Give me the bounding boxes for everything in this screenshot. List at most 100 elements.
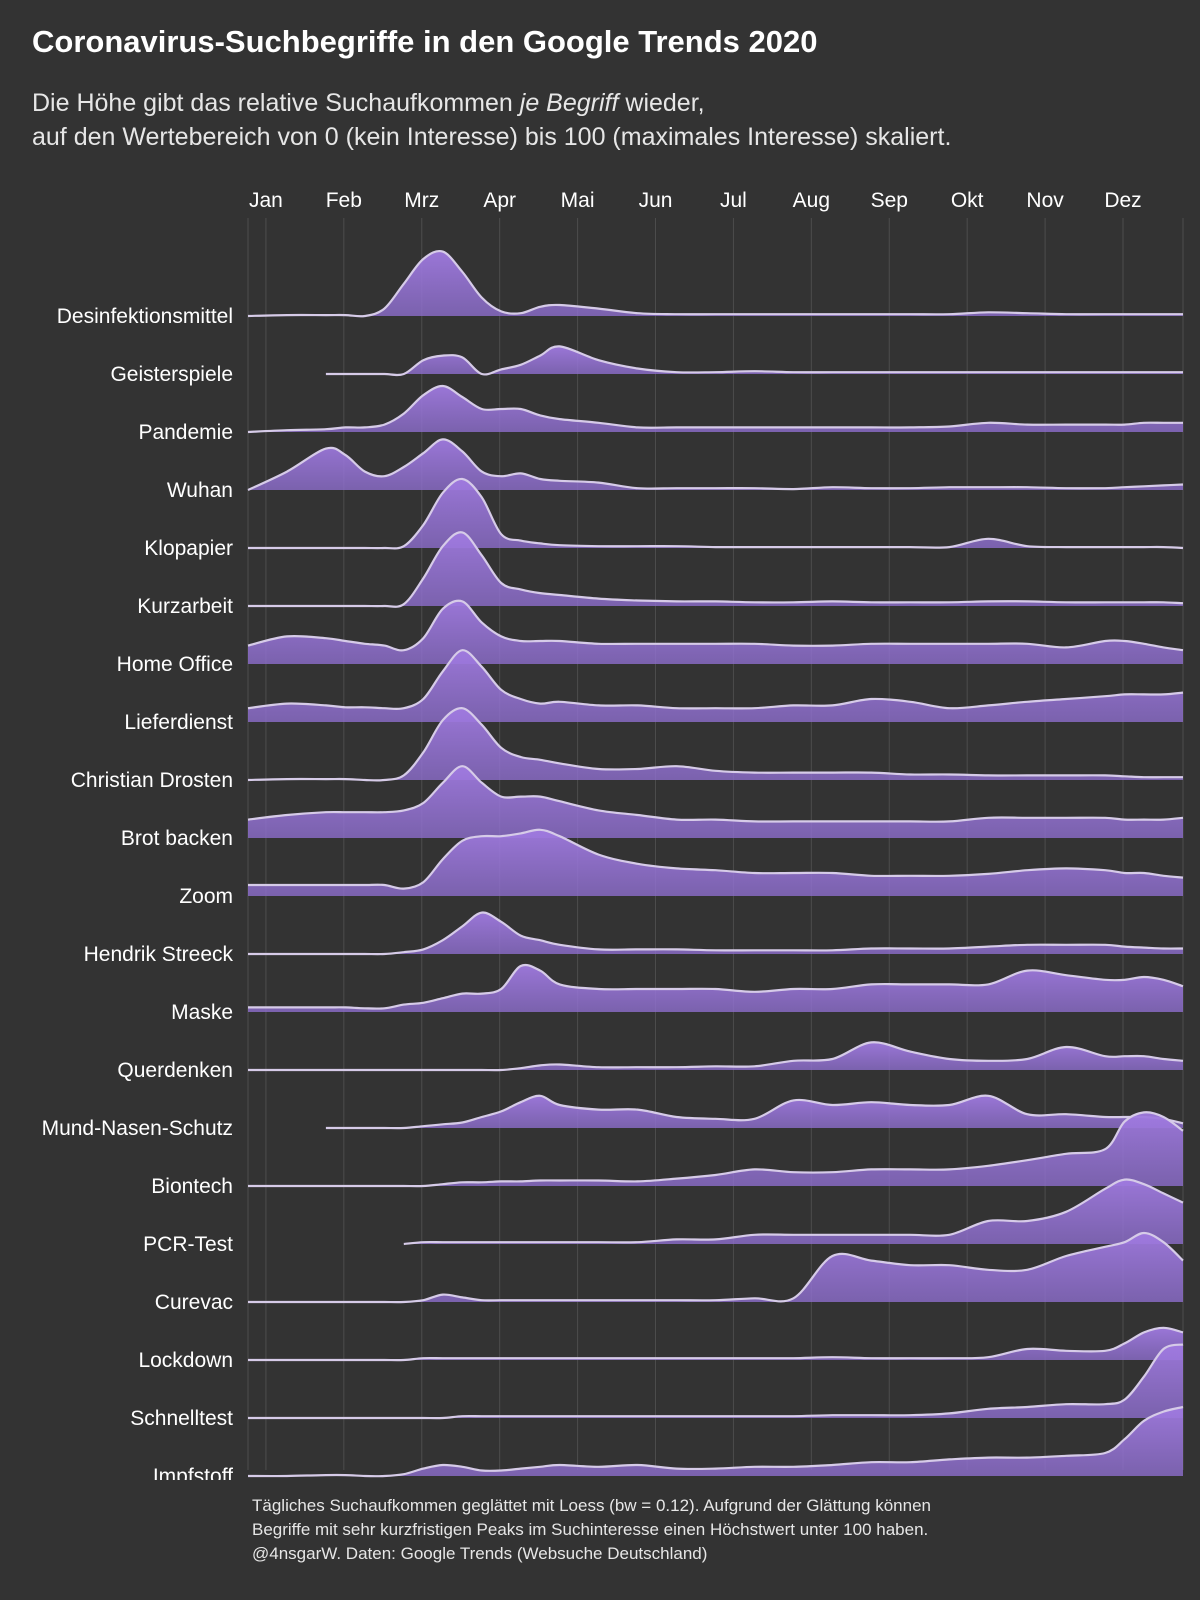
ridge-line-querdenken: [248, 1041, 1184, 1072]
ridge-mund-nasen-schutz: [325, 1094, 1184, 1130]
ridge-line-impfstoff: [247, 1405, 1184, 1478]
ridge-line-kurzarbeit: [248, 531, 1184, 608]
ridge-wuhan: [247, 438, 1184, 491]
x-tick-label-jul: Jul: [720, 189, 747, 212]
series-label-brot-backen: Brot backen: [121, 827, 233, 850]
ridge-lockdown: [248, 1326, 1184, 1362]
ridge-querdenken: [248, 1041, 1184, 1072]
series-label-klopapier: Klopapier: [144, 537, 233, 560]
ridge-area-schnelltest: [248, 1344, 1183, 1419]
subtitle-emphasis: je Begriff: [519, 89, 619, 117]
series-label-impfstoff: Impfstoff: [153, 1465, 233, 1480]
ridge-line-lockdown: [248, 1326, 1184, 1362]
x-tick-label-jun: Jun: [639, 189, 673, 212]
ridge-brot-backen: [247, 765, 1184, 838]
series-label-maske: Maske: [171, 1001, 233, 1024]
ridge-impfstoff: [247, 1405, 1184, 1478]
x-tick-label-apr: Apr: [483, 189, 516, 212]
ridge-home-office: [247, 599, 1184, 664]
ridge-area-biontech: [248, 1112, 1183, 1187]
series-labels: Desinfektionsmittel Geisterspiele Pandemie…: [42, 305, 234, 1480]
ridge-pcr-test: [403, 1178, 1184, 1246]
ridgeline-chart: Jan Feb Mrz Apr Mai Jun Jul Aug Sep Okt Nov Dez Des…: [42, 189, 1184, 1480]
ridge-area-zoom: [248, 829, 1183, 896]
ridge-lieferdienst: [247, 649, 1184, 722]
x-tick-label-nov: Nov: [1026, 189, 1064, 212]
series-label-lieferdienst: Lieferdienst: [124, 711, 233, 734]
ridge-area-desinfektionsmittel: [248, 251, 1183, 317]
x-tick-label-okt: Okt: [951, 189, 984, 212]
series-label-querdenken: Querdenken: [117, 1059, 233, 1082]
ridge-maske: [248, 963, 1184, 1012]
subtitle-line-2: auf den Wertebereich von 0 (kein Interes…: [32, 123, 952, 151]
ridge-area-querdenken: [248, 1042, 1183, 1071]
series-label-schnelltest: Schnelltest: [130, 1407, 233, 1430]
caption-line-3: @4nsgarW. Daten: Google Trends (Websuche…: [252, 1544, 708, 1563]
ridge-line-curevac: [247, 1231, 1184, 1304]
series-label-curevac: Curevac: [155, 1291, 233, 1314]
series-label-wuhan: Wuhan: [167, 479, 233, 502]
ridge-area-home-office: [248, 600, 1183, 664]
ridge-line-wuhan: [247, 438, 1184, 491]
subtitle-line-1-after: wieder,: [618, 89, 705, 117]
ridge-line-geisterspiele: [325, 345, 1183, 377]
ridge-biontech: [248, 1111, 1184, 1188]
ridge-pandemie: [247, 384, 1183, 434]
series-label-christian-drosten: Christian Drosten: [71, 769, 233, 792]
ridge-line-hendrik-streeck: [248, 911, 1184, 956]
x-tick-label-mai: Mai: [561, 189, 595, 212]
ridge-line-schnelltest: [248, 1343, 1184, 1420]
chart-caption: Tägliches Suchaufkommen geglättet mit Lo…: [252, 1494, 1172, 1566]
ridge-kurzarbeit: [248, 531, 1184, 608]
series-label-hendrik-streeck: Hendrik Streeck: [84, 943, 234, 966]
ridge-line-mund-nasen-schutz: [325, 1094, 1184, 1130]
series-label-zoom: Zoom: [179, 885, 233, 908]
series-label-geisterspiele: Geisterspiele: [110, 363, 233, 386]
ridge-line-pandemie: [247, 384, 1183, 434]
chart-title: Coronavirus-Suchbegriffe in den Google T…: [32, 24, 818, 59]
ridge-area-mund-nasen-schutz: [325, 1095, 1183, 1129]
x-tick-label-dez: Dez: [1104, 189, 1141, 212]
series-label-pcr-test: PCR-Test: [143, 1233, 233, 1256]
ridge-line-pcr-test: [403, 1178, 1184, 1246]
ridge-curevac: [247, 1231, 1184, 1304]
ridge-klopapier: [247, 477, 1184, 550]
ridge-zoom: [247, 828, 1184, 896]
ridge-line-klopapier: [247, 477, 1184, 550]
series-label-mund-nasen-schutz: Mund-Nasen-Schutz: [42, 1117, 233, 1140]
ridge-area-pandemie: [248, 385, 1183, 432]
ridge-area-hendrik-streeck: [248, 912, 1183, 955]
ridge-area-geisterspiele: [325, 346, 1183, 376]
ridges: [247, 249, 1184, 1478]
chart-subtitle: Die Höhe gibt das relative Suchaufkommen…: [32, 86, 1172, 154]
ridge-area-wuhan: [248, 439, 1183, 490]
x-axis-ticks: Jan Feb Mrz Apr Mai Jun Jul Aug Sep Okt Nov Dez: [249, 189, 1142, 212]
ridge-area-klopapier: [248, 478, 1183, 549]
caption-line-1: Tägliches Suchaufkommen geglättet mit Lo…: [252, 1496, 931, 1515]
ridge-line-christian-drosten: [247, 707, 1183, 782]
ridge-hendrik-streeck: [248, 911, 1184, 956]
ridge-schnelltest: [248, 1343, 1184, 1420]
ridge-area-kurzarbeit: [248, 532, 1183, 607]
ridge-line-home-office: [247, 599, 1184, 652]
x-tick-label-feb: Feb: [326, 189, 362, 212]
ridge-line-desinfektionsmittel: [247, 249, 1183, 318]
series-label-desinfektionsmittel: Desinfektionsmittel: [57, 305, 233, 328]
subtitle-line-1-before: Die Höhe gibt das relative Suchaufkommen: [32, 89, 520, 117]
ridge-geisterspiele: [325, 345, 1183, 377]
ridge-area-pcr-test: [403, 1179, 1183, 1244]
ridge-area-lockdown: [248, 1327, 1183, 1361]
ridge-desinfektionsmittel: [247, 249, 1183, 318]
series-label-home-office: Home Office: [117, 653, 233, 676]
series-label-pandemie: Pandemie: [138, 421, 233, 444]
series-label-kurzarbeit: Kurzarbeit: [137, 595, 233, 618]
series-label-biontech: Biontech: [151, 1175, 233, 1198]
x-tick-label-sep: Sep: [871, 189, 908, 212]
x-tick-label-jan: Jan: [249, 189, 283, 212]
caption-line-2: Begriffe mit sehr kurzfristigen Peaks im…: [252, 1520, 929, 1539]
ridge-line-zoom: [247, 828, 1184, 890]
ridge-christian-drosten: [247, 707, 1183, 782]
x-tick-label-aug: Aug: [793, 189, 830, 212]
ridge-line-brot-backen: [247, 765, 1184, 823]
ridge-area-impfstoff: [248, 1407, 1183, 1477]
